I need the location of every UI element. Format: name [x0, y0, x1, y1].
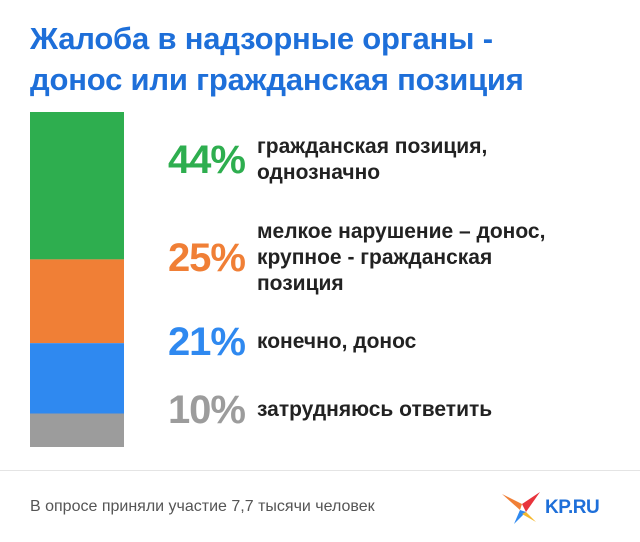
legend-row-3: 21% конечно, донос: [145, 319, 635, 365]
category-label-line: конечно, донос: [257, 330, 417, 353]
value-label-4: 10%: [167, 387, 246, 432]
logo-text: KP.RU: [545, 497, 600, 518]
brand-logo[interactable]: KP.RU: [500, 490, 600, 526]
category-label-line: крупное - гражданская: [257, 246, 493, 269]
legend-row-2: 25% мелкое нарушение – донос, крупное - гр…: [145, 219, 635, 297]
category-label-4: затрудняюсь ответить: [257, 397, 627, 423]
category-label-1: гражданская позиция, однозначно: [257, 134, 627, 186]
footer-divider: [0, 470, 640, 471]
category-label-line: гражданская позиция,: [257, 135, 488, 158]
title-line-1: Жалоба в надзорные органы -: [30, 21, 493, 56]
value-label-3: 21%: [167, 319, 246, 364]
value-label-2: 25%: [167, 235, 246, 280]
category-label-2: мелкое нарушение – донос, крупное - гражд…: [257, 219, 627, 297]
kp-star-icon: [502, 492, 540, 524]
category-label-line: позиция: [257, 272, 344, 295]
legend-row-4: 10% затрудняюсь ответить: [145, 387, 635, 433]
bar-segment-4: [30, 413, 124, 447]
category-label-line: однозначно: [257, 161, 381, 184]
bar-segment-3: [30, 343, 124, 414]
category-label-3: конечно, донос: [257, 329, 627, 355]
bar-segment-1: [30, 112, 124, 260]
category-label-line: затрудняюсь ответить: [257, 398, 493, 421]
page-title: Жалоба в надзорные органы - донос или гр…: [30, 18, 620, 100]
legend-row-1: 44% гражданская позиция, однозначно: [145, 134, 635, 186]
value-label-1: 44%: [167, 137, 246, 182]
title-line-2: донос или гражданская позиция: [30, 62, 524, 97]
footer-note: В опросе приняли участие 7,7 тысячи чело…: [30, 498, 375, 515]
bar-segment-2: [30, 259, 124, 344]
category-label-line: мелкое нарушение – донос,: [257, 220, 546, 243]
